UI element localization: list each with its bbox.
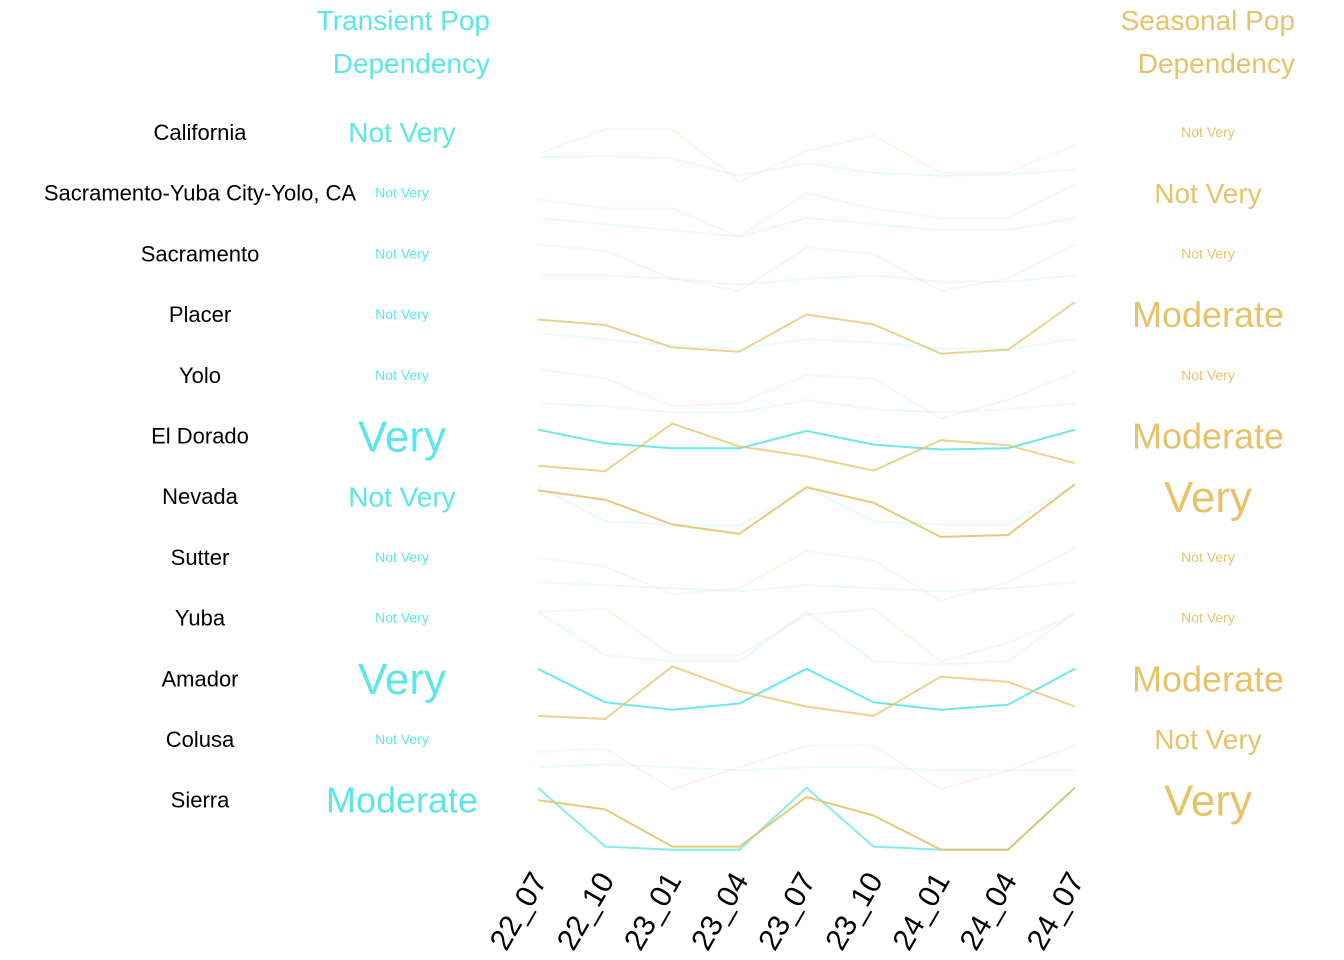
x-tick-label: 22_07 <box>484 867 554 956</box>
region-label: Yolo <box>179 363 221 388</box>
transient-level-label: Moderate <box>326 780 478 821</box>
seasonal-series-line <box>537 422 1076 473</box>
seasonal-level-label: Very <box>1164 777 1252 826</box>
transient-series-line <box>537 667 1076 711</box>
region-label: Amador <box>161 666 238 691</box>
transient-series-line <box>537 428 1076 451</box>
region-label: El Dorado <box>151 424 249 449</box>
x-tick-label: 23_07 <box>752 867 822 956</box>
transient-level-label: Not Very <box>375 245 429 261</box>
x-tick-label: 24_04 <box>954 867 1024 956</box>
region-row: Sutter Not Very Not Very <box>171 545 1235 602</box>
region-label: California <box>154 120 248 145</box>
seasonal-series-line <box>537 786 1076 851</box>
seasonal-level-label: Not Very <box>1154 178 1261 209</box>
x-tick-label: 23_04 <box>685 867 755 956</box>
region-row: Nevada Not Very Very <box>162 473 1252 538</box>
region-label: Colusa <box>166 727 235 752</box>
transient-series-line <box>537 216 1076 238</box>
transient-level-label: Not Very <box>348 117 455 148</box>
seasonal-series-line <box>537 301 1076 355</box>
transient-level-label: Not Very <box>375 306 429 322</box>
region-label: Sutter <box>171 545 230 570</box>
region-row: Sacramento-Yuba City-Yolo, CA Not Very Not… <box>44 178 1262 238</box>
seasonal-series-line <box>537 744 1076 791</box>
transient-header-line2: Dependency <box>333 48 490 79</box>
column-headers: Transient Pop Dependency Seasonal Pop De… <box>317 5 1295 79</box>
x-tick-label: 22_10 <box>551 867 621 956</box>
transient-series-line <box>537 332 1076 350</box>
region-row: California Not Very Not Very <box>154 117 1235 184</box>
region-label: Yuba <box>175 606 226 631</box>
transient-series-line <box>538 274 1076 286</box>
transient-level-label: Not Very <box>375 610 429 626</box>
region-label: Sacramento-Yuba City-Yolo, CA <box>44 181 357 206</box>
transient-series-line <box>537 398 1076 414</box>
seasonal-level-label: Moderate <box>1132 658 1284 699</box>
seasonal-series-line <box>537 128 1076 184</box>
region-label: Placer <box>169 302 231 327</box>
x-tick-label: 24_01 <box>887 867 957 956</box>
region-rows: California Not Very Not VerySacramento-Yub… <box>44 117 1284 851</box>
seasonal-header-line1: Seasonal Pop <box>1121 5 1295 36</box>
transient-series-line <box>537 763 1075 772</box>
seasonal-series-line <box>537 665 1076 721</box>
seasonal-series-line <box>537 368 1076 420</box>
seasonal-level-label: Moderate <box>1132 415 1284 456</box>
region-row: Sierra Moderate Very <box>171 777 1252 851</box>
seasonal-level-label: Not Very <box>1181 245 1235 261</box>
region-row: Placer Not Very Moderate <box>169 294 1284 355</box>
seasonal-series-line <box>537 243 1076 293</box>
transient-series-line <box>537 610 1076 666</box>
region-label: Sierra <box>171 788 230 813</box>
transient-level-label: Not Very <box>348 481 455 512</box>
seasonal-series-line <box>537 547 1076 602</box>
transient-level-label: Not Very <box>375 549 429 565</box>
transient-level-label: Not Very <box>375 367 429 383</box>
region-row: Colusa Not Very Not Very <box>166 724 1262 791</box>
region-label: Sacramento <box>141 241 260 266</box>
transient-level-label: Very <box>358 655 446 704</box>
seasonal-level-label: Not Very <box>1181 549 1235 565</box>
seasonal-header-line2: Dependency <box>1138 48 1295 79</box>
transient-series-line <box>537 581 1076 593</box>
x-tick-label: 23_01 <box>618 867 688 956</box>
seasonal-series-line <box>537 483 1076 538</box>
region-label: Nevada <box>162 484 239 509</box>
seasonal-level-label: Not Very <box>1181 124 1235 140</box>
seasonal-level-label: Very <box>1164 473 1252 522</box>
transient-level-label: Very <box>358 412 446 461</box>
x-axis: 22_0722_1023_0123_0423_0723_1024_0124_04… <box>484 867 1091 956</box>
region-row: Yolo Not Very Not Very <box>179 363 1235 420</box>
region-row: Sacramento Not Very Not Very <box>141 241 1235 293</box>
transient-series-line <box>537 154 1076 177</box>
transient-level-label: Not Very <box>375 731 429 747</box>
seasonal-series-line <box>537 182 1076 238</box>
x-tick-label: 23_10 <box>819 867 889 956</box>
region-row: Yuba Not Very Not Very <box>175 606 1235 666</box>
region-row: El Dorado Very Moderate <box>151 412 1284 473</box>
region-row: Amador Very Moderate <box>161 655 1284 721</box>
seasonal-level-label: Not Very <box>1181 367 1235 383</box>
seasonal-series-line <box>537 607 1076 663</box>
transient-level-label: Not Very <box>375 185 429 201</box>
x-tick-label: 24_07 <box>1021 867 1091 956</box>
seasonal-level-label: Not Very <box>1181 610 1235 626</box>
transient-header-line1: Transient Pop <box>317 5 490 36</box>
seasonal-level-label: Moderate <box>1132 294 1284 335</box>
seasonal-level-label: Not Very <box>1154 724 1261 755</box>
